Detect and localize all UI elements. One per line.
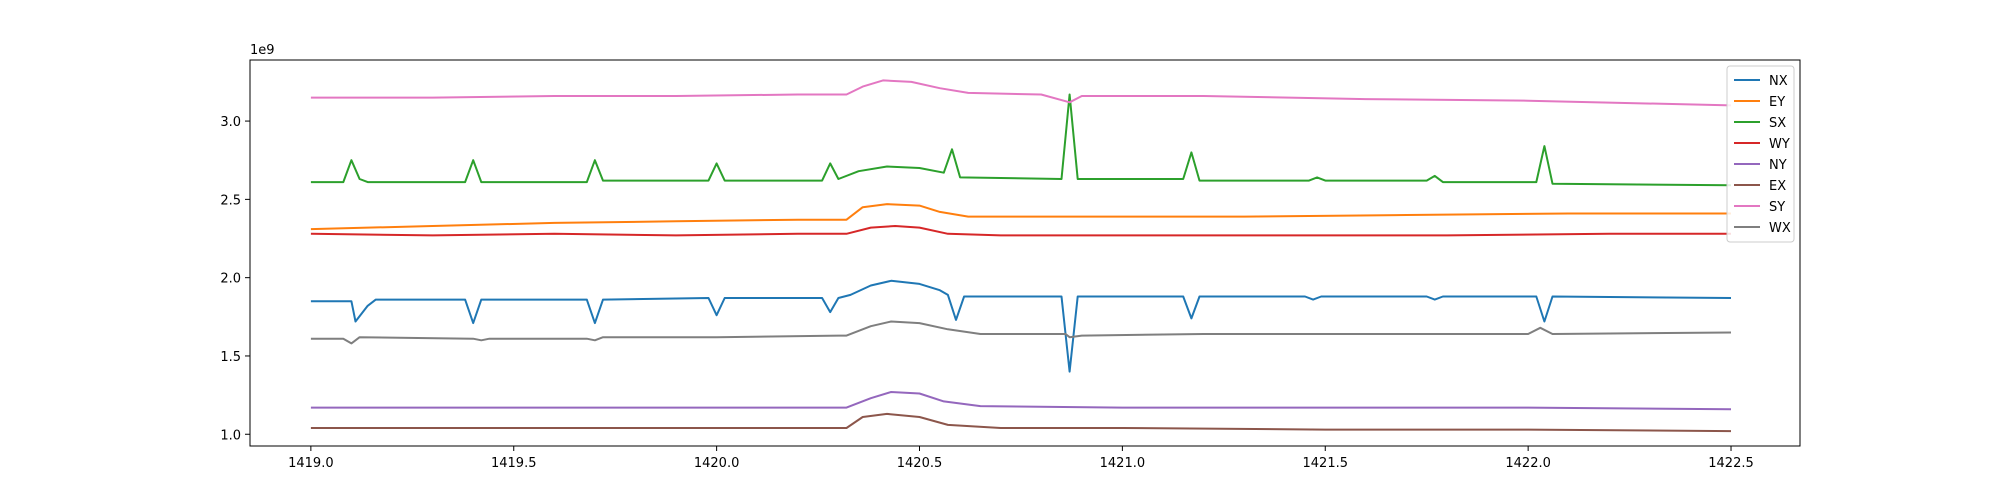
series-line-ny xyxy=(310,391,1732,411)
y-tick-label: 3.0 xyxy=(220,115,241,130)
x-tick-label: 1421.0 xyxy=(1100,456,1146,471)
series-line-ex xyxy=(310,412,1732,433)
series-line-wy xyxy=(310,225,1731,237)
axes-frame xyxy=(249,59,1801,447)
legend-label: NY xyxy=(1769,158,1787,173)
series-line-sx xyxy=(310,93,1732,187)
legend-label: WX xyxy=(1769,221,1791,236)
series-layer xyxy=(310,79,1732,433)
series-line-ey xyxy=(310,203,1731,231)
legend-label: SX xyxy=(1769,116,1786,131)
legend-label: SY xyxy=(1769,200,1785,215)
x-tick-label: 1422.5 xyxy=(1708,456,1754,471)
series-line-sy xyxy=(310,79,1732,107)
x-ticks: 1419.0 1419.5 1420.0 1420.5 1421.0 1421.5 1422… xyxy=(288,446,1754,471)
series-line-nx xyxy=(310,279,1732,373)
x-tick-label: 1421.5 xyxy=(1303,456,1349,471)
x-tick-label: 1419.0 xyxy=(288,456,334,471)
y-tick-label: 1.5 xyxy=(220,350,241,365)
series-line-wx xyxy=(310,320,1732,345)
legend-label: EY xyxy=(1769,95,1785,110)
y-tick-label: 1.0 xyxy=(220,428,241,443)
legend-frame xyxy=(1726,65,1795,243)
x-tick-label: 1420.0 xyxy=(694,456,740,471)
legend-label: NX xyxy=(1769,74,1788,89)
y-offset-text: 1e9 xyxy=(250,43,275,58)
y-ticks: 1.0 1.5 2.0 2.5 3.0 xyxy=(220,115,250,443)
x-tick-label: 1422.0 xyxy=(1505,456,1551,471)
legend-label: WY xyxy=(1769,137,1790,152)
x-tick-label: 1419.5 xyxy=(491,456,537,471)
y-tick-label: 2.5 xyxy=(220,193,241,208)
legend: NX EY SX WY NY EX SY WX xyxy=(1726,65,1795,243)
axes-layer xyxy=(249,59,1801,447)
y-tick-label: 2.0 xyxy=(220,272,241,287)
legend-label: EX xyxy=(1769,179,1786,194)
x-tick-label: 1420.5 xyxy=(897,456,943,471)
